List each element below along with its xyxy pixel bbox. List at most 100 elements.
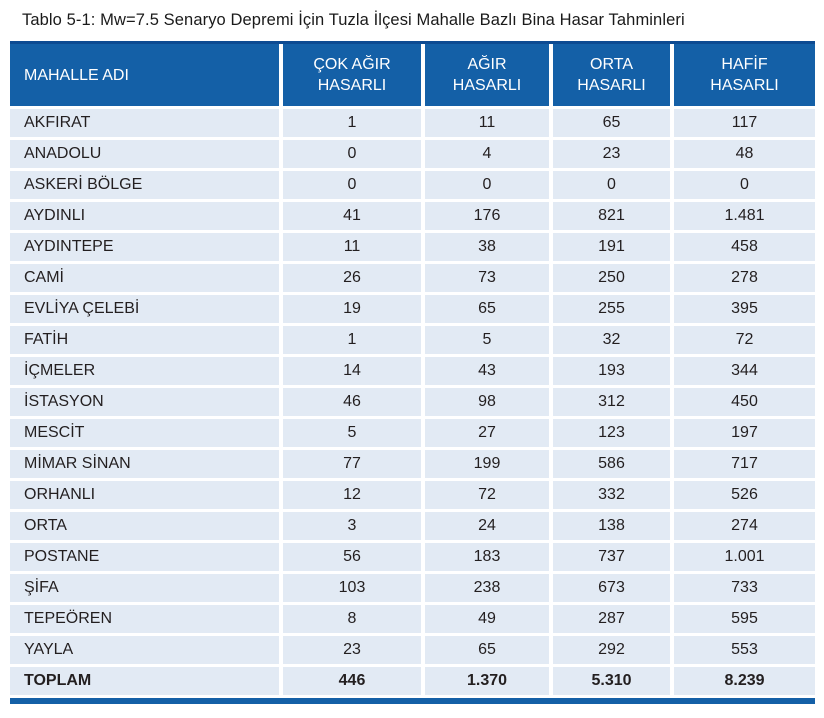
table-row: ORTA 3 24 138 274 <box>10 512 815 541</box>
table-row: AYDINTEPE 11 38 191 458 <box>10 233 815 262</box>
value-cell: 19 <box>283 295 421 324</box>
value-cell: 278 <box>674 264 815 293</box>
table-row: MESCİT 5 27 123 197 <box>10 419 815 448</box>
value-cell: 12 <box>283 481 421 510</box>
neighborhood-cell: ŞİFA <box>10 574 279 603</box>
value-cell: 1 <box>283 109 421 138</box>
value-cell: 56 <box>283 543 421 572</box>
table-row: ŞİFA 103 238 673 733 <box>10 574 815 603</box>
value-cell: 65 <box>553 109 670 138</box>
neighborhood-cell: TEPEÖREN <box>10 605 279 634</box>
neighborhood-cell: CAMİ <box>10 264 279 293</box>
value-cell: 1 <box>283 326 421 355</box>
value-cell: 673 <box>553 574 670 603</box>
value-cell: 395 <box>674 295 815 324</box>
value-cell: 586 <box>553 450 670 479</box>
value-cell: 5 <box>283 419 421 448</box>
value-cell: 8.239 <box>674 667 815 696</box>
column-header-mahalle-adi: MAHALLE ADI <box>10 44 279 107</box>
value-cell: 48 <box>674 140 815 169</box>
value-cell: 1.481 <box>674 202 815 231</box>
value-cell: 65 <box>425 636 549 665</box>
value-cell: 32 <box>553 326 670 355</box>
neighborhood-cell: MİMAR SİNAN <box>10 450 279 479</box>
page: Tablo 5-1: Mw=7.5 Senaryo Depremi İçin T… <box>0 10 824 718</box>
neighborhood-cell: ANADOLU <box>10 140 279 169</box>
neighborhood-cell: ORTA <box>10 512 279 541</box>
table-row: ANADOLU 0 4 23 48 <box>10 140 815 169</box>
table-body: AKFIRAT 1 11 65 117 ANADOLU 0 4 23 48 AS… <box>10 106 815 696</box>
value-cell: 117 <box>674 109 815 138</box>
value-cell: 717 <box>674 450 815 479</box>
neighborhood-cell: POSTANE <box>10 543 279 572</box>
value-cell: 98 <box>425 388 549 417</box>
column-header-agir-hasarli: AĞIR HASARLI <box>425 44 549 107</box>
value-cell: 24 <box>425 512 549 541</box>
value-cell: 5.310 <box>553 667 670 696</box>
table-top-border <box>10 41 815 45</box>
table-row: AYDINLI 41 176 821 1.481 <box>10 202 815 231</box>
value-cell: 43 <box>425 357 549 386</box>
value-cell: 123 <box>553 419 670 448</box>
value-cell: 344 <box>674 357 815 386</box>
value-cell: 255 <box>553 295 670 324</box>
neighborhood-cell: ASKERİ BÖLGE <box>10 171 279 200</box>
table-row: ORHANLI 12 72 332 526 <box>10 481 815 510</box>
value-cell: 526 <box>674 481 815 510</box>
value-cell: 737 <box>553 543 670 572</box>
value-cell: 27 <box>425 419 549 448</box>
total-row: TOPLAM 446 1.370 5.310 8.239 <box>10 667 815 696</box>
value-cell: 250 <box>553 264 670 293</box>
value-cell: 193 <box>553 357 670 386</box>
damage-table: MAHALLE ADI ÇOK AĞIR HASARLI AĞIR HASARL… <box>10 41 815 705</box>
neighborhood-cell: İÇMELER <box>10 357 279 386</box>
table-row: EVLİYA ÇELEBİ 19 65 255 395 <box>10 295 815 324</box>
value-cell: 72 <box>425 481 549 510</box>
neighborhood-cell: YAYLA <box>10 636 279 665</box>
value-cell: 450 <box>674 388 815 417</box>
table-row: MİMAR SİNAN 77 199 586 717 <box>10 450 815 479</box>
value-cell: 11 <box>425 109 549 138</box>
neighborhood-cell: FATİH <box>10 326 279 355</box>
value-cell: 0 <box>425 171 549 200</box>
value-cell: 197 <box>674 419 815 448</box>
value-cell: 0 <box>283 140 421 169</box>
value-cell: 77 <box>283 450 421 479</box>
value-cell: 446 <box>283 667 421 696</box>
value-cell: 176 <box>425 202 549 231</box>
value-cell: 3 <box>283 512 421 541</box>
value-cell: 8 <box>283 605 421 634</box>
value-cell: 14 <box>283 357 421 386</box>
value-cell: 312 <box>553 388 670 417</box>
table-header-row: MAHALLE ADI ÇOK AĞIR HASARLI AĞIR HASARL… <box>10 44 815 107</box>
neighborhood-cell: ORHANLI <box>10 481 279 510</box>
value-cell: 23 <box>553 140 670 169</box>
value-cell: 191 <box>553 233 670 262</box>
table-row: ASKERİ BÖLGE 0 0 0 0 <box>10 171 815 200</box>
value-cell: 287 <box>553 605 670 634</box>
table-row: YAYLA 23 65 292 553 <box>10 636 815 665</box>
value-cell: 138 <box>553 512 670 541</box>
table-row: CAMİ 26 73 250 278 <box>10 264 815 293</box>
value-cell: 0 <box>553 171 670 200</box>
table-row: TEPEÖREN 8 49 287 595 <box>10 605 815 634</box>
value-cell: 199 <box>425 450 549 479</box>
neighborhood-cell: AKFIRAT <box>10 109 279 138</box>
value-cell: 46 <box>283 388 421 417</box>
table-bottom-border <box>10 698 815 705</box>
value-cell: 821 <box>553 202 670 231</box>
value-cell: 1.370 <box>425 667 549 696</box>
value-cell: 23 <box>283 636 421 665</box>
neighborhood-cell: MESCİT <box>10 419 279 448</box>
table-title: Tablo 5-1: Mw=7.5 Senaryo Depremi İçin T… <box>22 11 685 29</box>
value-cell: 65 <box>425 295 549 324</box>
neighborhood-cell: AYDINTEPE <box>10 233 279 262</box>
value-cell: 0 <box>283 171 421 200</box>
value-cell: 332 <box>553 481 670 510</box>
table-row: POSTANE 56 183 737 1.001 <box>10 543 815 572</box>
value-cell: 595 <box>674 605 815 634</box>
value-cell: 292 <box>553 636 670 665</box>
value-cell: 11 <box>283 233 421 262</box>
column-header-hafif-hasarli: HAFİF HASARLI <box>674 44 815 107</box>
value-cell: 26 <box>283 264 421 293</box>
